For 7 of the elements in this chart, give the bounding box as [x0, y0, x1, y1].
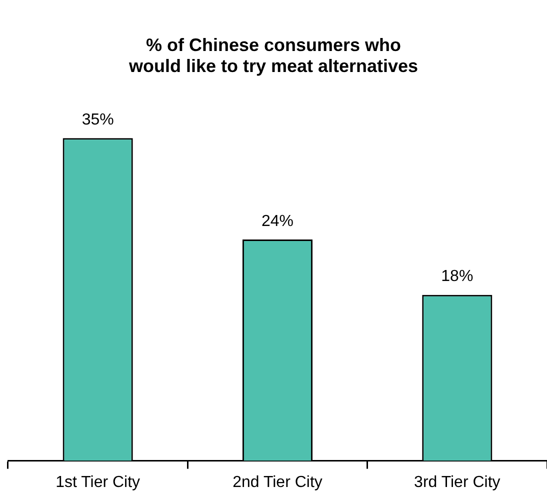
data-label: 35%	[82, 112, 114, 129]
data-label: 24%	[261, 212, 294, 230]
x-tick-label: 3rd Tier City	[414, 474, 500, 491]
x-tick-label: 1st Tier City	[56, 474, 140, 491]
data-label: 18%	[441, 268, 474, 286]
chart-title: % of Chinese consumers who would like to try meat alternatives	[128, 34, 420, 78]
x-tick-label: 2nd Tier City	[232, 474, 322, 491]
